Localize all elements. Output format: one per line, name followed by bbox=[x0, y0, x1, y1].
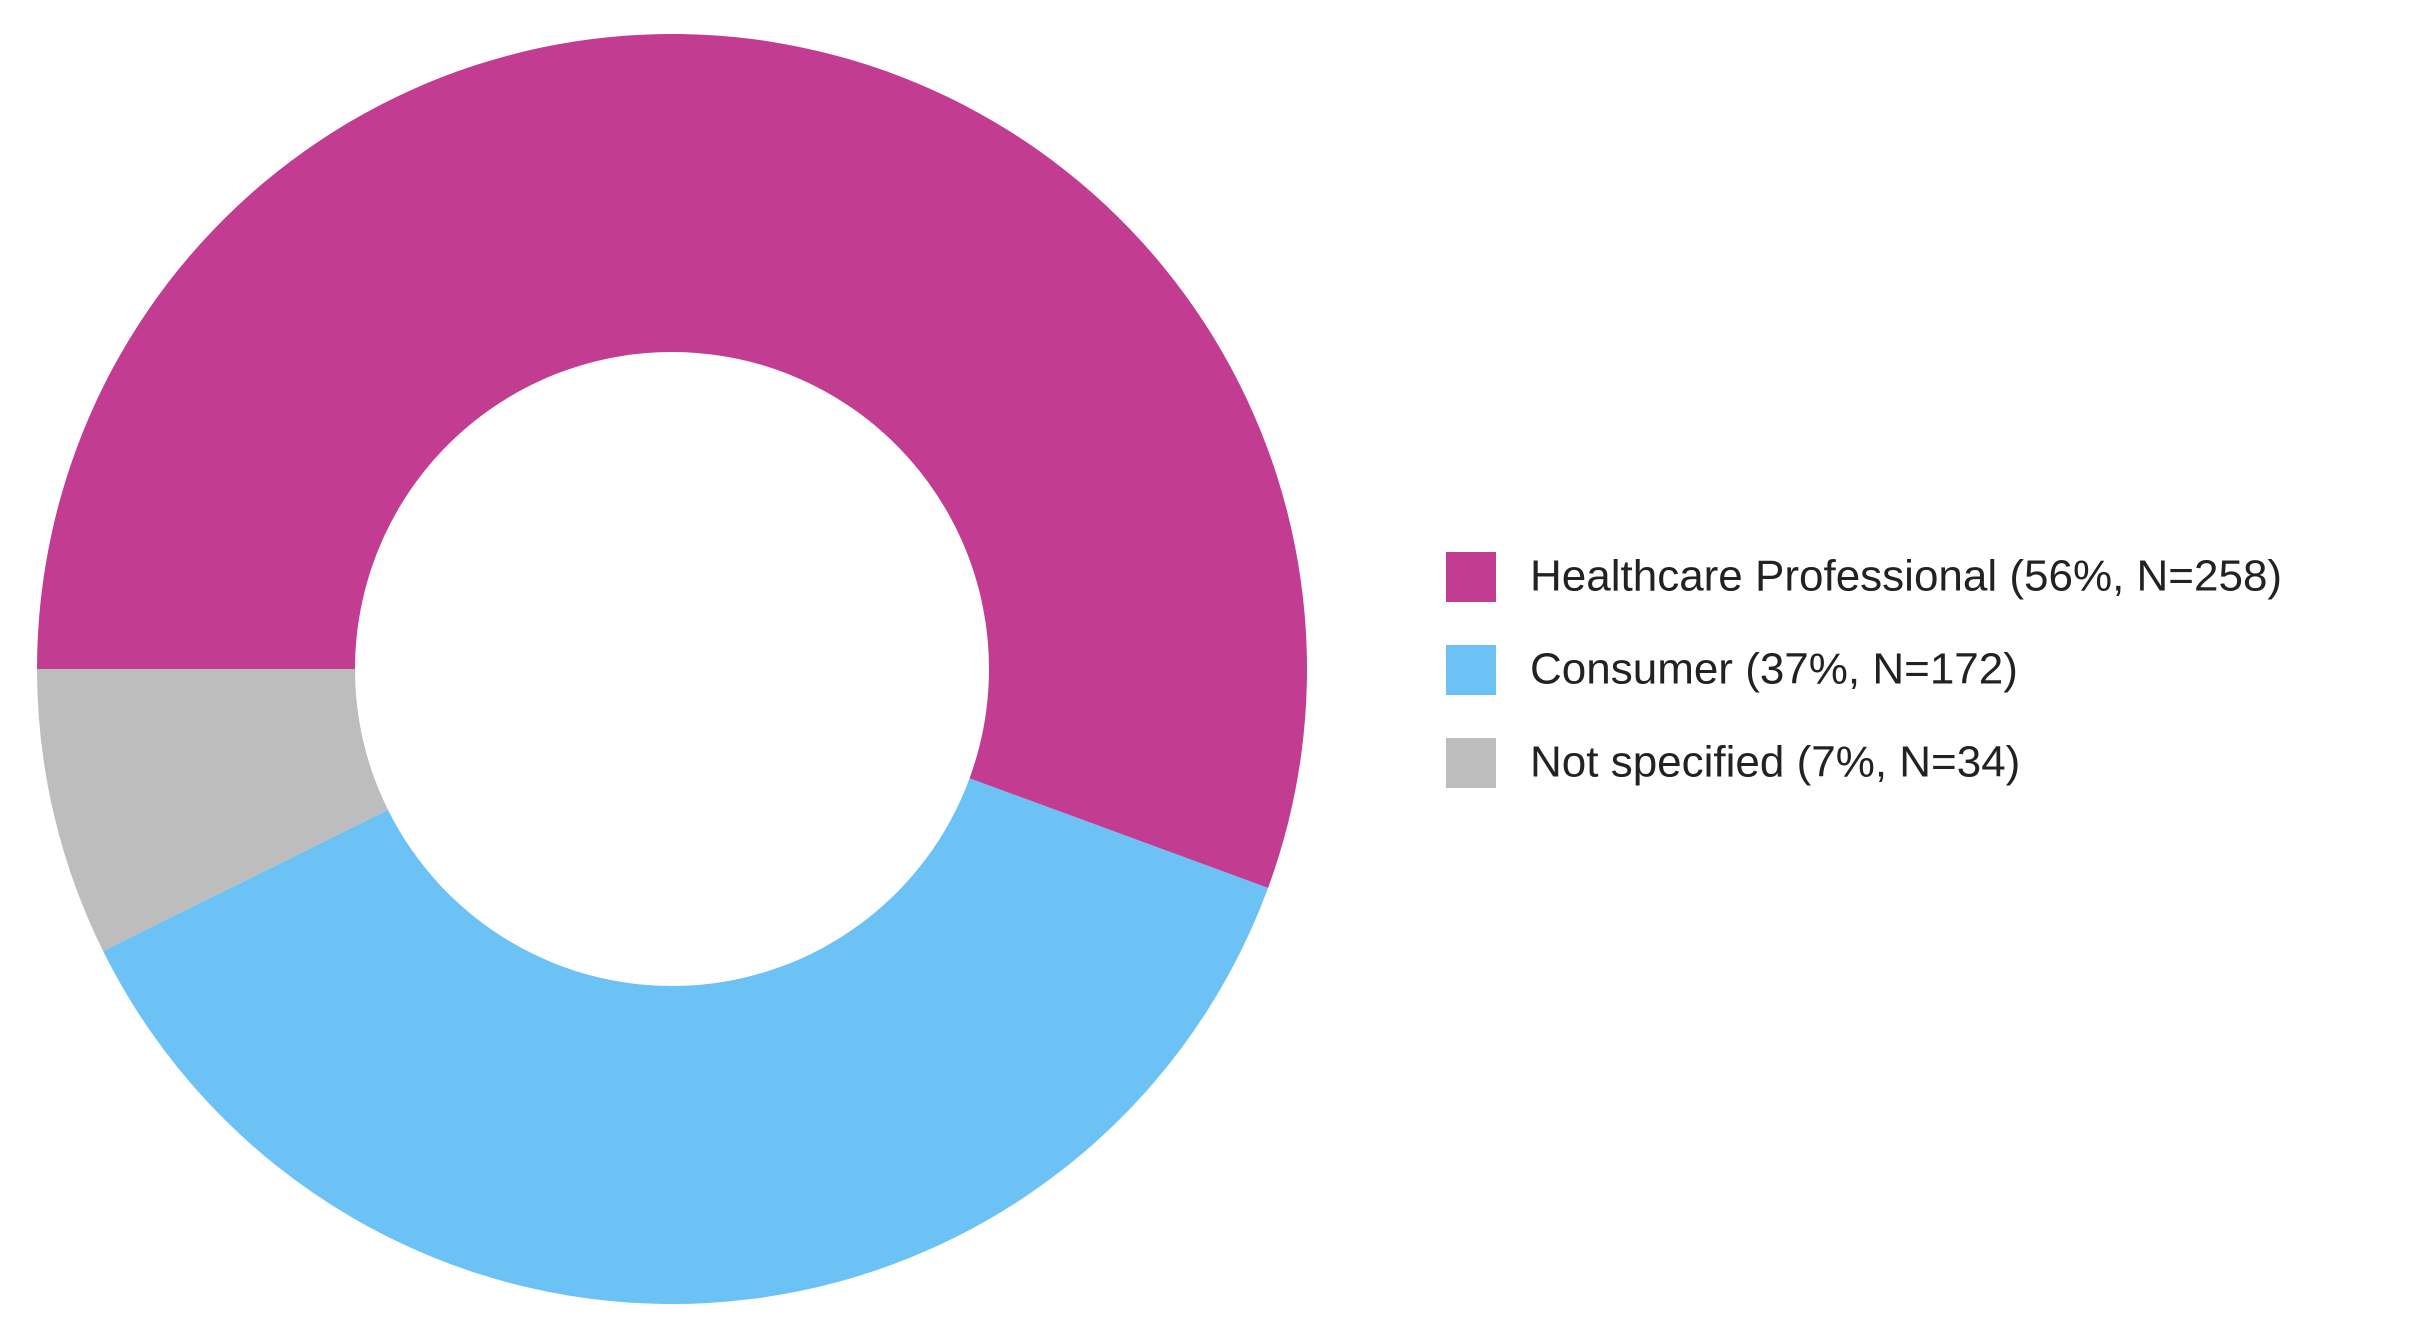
legend-label: Consumer (37%, N=172) bbox=[1530, 645, 2018, 694]
legend-swatch bbox=[1446, 645, 1496, 695]
legend-swatch bbox=[1446, 552, 1496, 602]
legend-label: Healthcare Professional (56%, N=258) bbox=[1530, 552, 2282, 601]
legend-swatch bbox=[1446, 738, 1496, 788]
donut-slice bbox=[37, 33, 1308, 888]
donut-slice bbox=[103, 778, 1269, 1304]
legend-label: Not specified (7%, N=34) bbox=[1530, 738, 2020, 787]
donut-slice bbox=[37, 669, 389, 952]
